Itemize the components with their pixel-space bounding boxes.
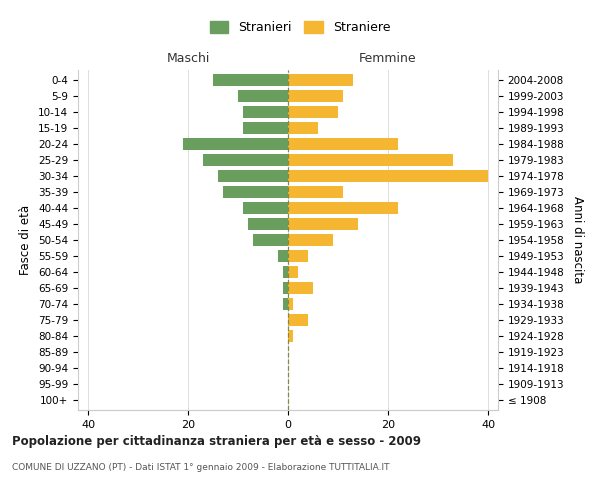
Bar [288,90,343,102]
Bar [288,202,398,214]
Legend: Stranieri, Straniere: Stranieri, Straniere [205,16,395,40]
Bar [213,74,288,86]
Bar [238,90,288,102]
Bar [218,170,288,182]
Bar [288,106,338,118]
Bar [288,154,453,166]
Bar [248,218,288,230]
Bar [288,250,308,262]
Bar [283,282,288,294]
Bar [288,186,343,198]
Bar [288,122,318,134]
Bar [288,330,293,342]
Y-axis label: Fasce di età: Fasce di età [19,205,32,275]
Bar [288,314,308,326]
Bar [243,122,288,134]
Bar [288,74,353,86]
Bar [243,106,288,118]
Bar [203,154,288,166]
Bar [283,266,288,278]
Bar [243,202,288,214]
Bar [223,186,288,198]
Bar [253,234,288,246]
Bar [183,138,288,150]
Text: Femmine: Femmine [359,52,417,65]
Bar [288,138,398,150]
Bar [283,298,288,310]
Bar [288,170,488,182]
Y-axis label: Anni di nascita: Anni di nascita [571,196,584,284]
Text: Maschi: Maschi [166,52,209,65]
Text: COMUNE DI UZZANO (PT) - Dati ISTAT 1° gennaio 2009 - Elaborazione TUTTITALIA.IT: COMUNE DI UZZANO (PT) - Dati ISTAT 1° ge… [12,462,389,471]
Text: Popolazione per cittadinanza straniera per età e sesso - 2009: Popolazione per cittadinanza straniera p… [12,435,421,448]
Bar [288,298,293,310]
Bar [288,234,333,246]
Bar [288,218,358,230]
Bar [278,250,288,262]
Bar [288,282,313,294]
Bar [288,266,298,278]
